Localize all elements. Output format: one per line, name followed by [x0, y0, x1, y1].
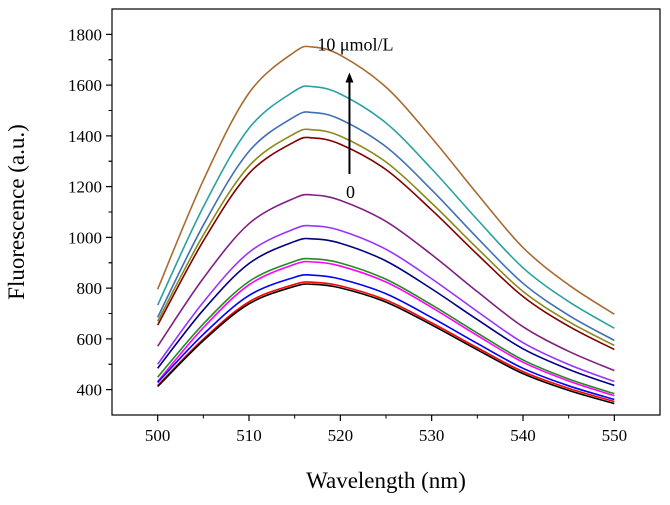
plot-frame — [111, 8, 661, 416]
y-tick-label: 400 — [77, 381, 103, 400]
x-tick-label: 550 — [602, 426, 628, 445]
spectrum-line — [157, 224, 615, 383]
spectra-curves — [156, 45, 615, 405]
y-axis-label: Fluorescence (a.u.) — [4, 124, 29, 300]
y-tick-label: 600 — [77, 330, 103, 349]
y-tick-label: 1800 — [68, 25, 102, 44]
concentration-annotation: 10 μmol/L 0 — [317, 34, 393, 202]
arrow-bottom-label: 0 — [346, 182, 355, 202]
spectrum-line — [156, 85, 615, 329]
y-tick-label: 1600 — [68, 76, 102, 95]
x-tick-label: 500 — [145, 426, 171, 445]
y-tick-label: 1200 — [68, 178, 102, 197]
x-tick-label: 510 — [236, 426, 262, 445]
spectrum-line — [156, 136, 615, 351]
spectrum-line — [157, 283, 615, 405]
y-tick-label: 1000 — [68, 228, 102, 247]
x-tick-label: 540 — [510, 426, 536, 445]
y-tick-label: 1400 — [68, 127, 102, 146]
spectrum-line — [157, 260, 615, 397]
x-axis-label: Wavelength (nm) — [306, 468, 466, 493]
arrow-up-icon — [345, 72, 354, 83]
spectrum-line — [156, 128, 615, 347]
spectrum-line — [157, 274, 615, 401]
spectrum-line — [157, 281, 615, 403]
spectrum-line — [157, 257, 615, 395]
spectrum-line — [156, 111, 615, 342]
x-tick-label: 530 — [419, 426, 445, 445]
spectrum-line — [157, 193, 615, 372]
axis-ticks: 500 510 520 530 540 550 400 600 800 1000 1200 1400 1… — [68, 25, 627, 445]
y-tick-label: 800 — [77, 279, 103, 298]
arrow-top-label: 10 μmol/L — [317, 34, 393, 54]
spectrum-line — [156, 45, 615, 315]
spectrum-line — [157, 237, 615, 387]
x-tick-label: 520 — [328, 426, 354, 445]
